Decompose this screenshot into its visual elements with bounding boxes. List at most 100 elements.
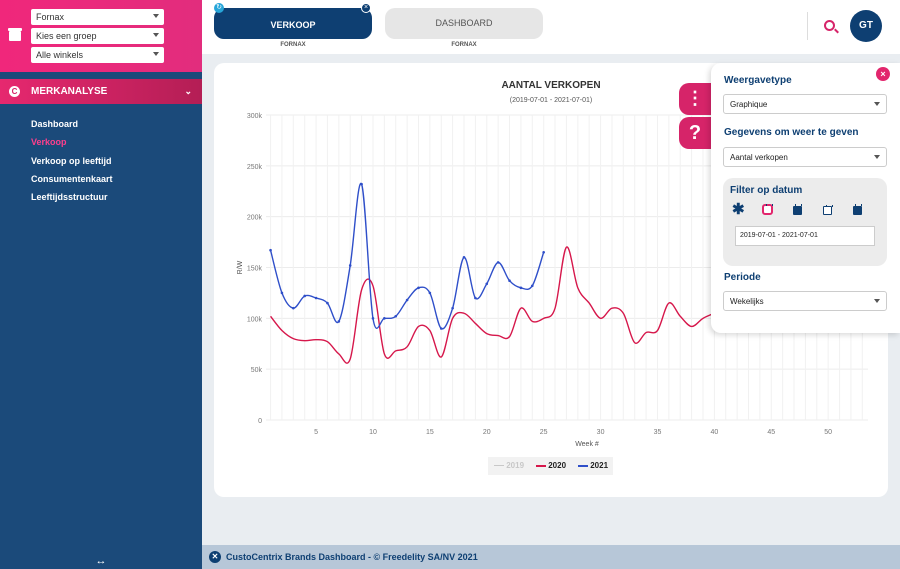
group-select-value: Kies een groep	[36, 31, 97, 41]
data-point-2021	[314, 296, 318, 300]
close-icon[interactable]: ×	[876, 67, 890, 81]
legend-2020[interactable]: 2020	[536, 461, 566, 470]
asterisk-icon[interactable]: ✱	[732, 201, 745, 218]
x-tick-label: 40	[710, 429, 718, 436]
legend-2021-label: 2021	[590, 461, 609, 470]
refresh-icon[interactable]: ↻	[214, 3, 224, 13]
data-point-2021	[451, 306, 454, 310]
sidebar-resize-handle[interactable]: ↔	[95, 555, 107, 567]
sidebar-item-consumentenkaart[interactable]: Consumentenkaart	[31, 174, 113, 184]
period-select[interactable]: Wekelijks	[723, 291, 887, 311]
custocentrix-logo-icon: ✕	[209, 551, 221, 563]
data-point-2021	[439, 327, 443, 330]
data-point-2021	[474, 296, 477, 300]
data-point-2021	[508, 279, 511, 283]
data-point-2021	[371, 317, 375, 320]
legend-2021[interactable]: 2021	[578, 461, 608, 470]
display-type-value: Graphique	[730, 100, 768, 109]
legend-2019[interactable]: 2019	[494, 461, 524, 470]
tab-verkoop-label: VERKOOP	[270, 20, 316, 30]
data-point-2021	[337, 320, 341, 323]
sidebar-item-verkoop[interactable]: Verkoop	[31, 137, 67, 147]
avatar[interactable]: GT	[850, 10, 882, 42]
footer: ✕ CustoCentrix Brands Dashboard - © Free…	[202, 545, 900, 569]
help-button[interactable]: ?	[679, 117, 711, 149]
data-point-2021	[303, 294, 306, 298]
calendar-day-icon[interactable]	[793, 204, 802, 215]
chevron-down-icon	[874, 299, 880, 303]
calendar-week-icon[interactable]	[823, 205, 833, 215]
period-value: Wekelijks	[730, 297, 764, 306]
tab-dashboard-label: DASHBOARD	[435, 18, 493, 28]
display-type-label: Weergavetype	[724, 75, 792, 86]
chart-legend: 2019 2020 2021	[488, 457, 613, 475]
brand-select-value: Fornax	[36, 12, 65, 22]
date-range-input[interactable]: 2019-07-01 - 2021-07-01	[735, 226, 875, 246]
period-label: Periode	[724, 272, 761, 283]
sidebar-item-verkoop-op-leeftijd[interactable]: Verkoop op leeftijd	[31, 156, 112, 166]
store-icon	[8, 28, 22, 41]
y-tick-label: 250k	[247, 164, 263, 171]
tab-dashboard[interactable]: DASHBOARD	[385, 8, 543, 39]
search-icon[interactable]	[824, 20, 835, 31]
x-tick-label: 10	[369, 429, 377, 436]
date-filter-box: Filter op datum ✱ 2019-07-01 - 2021-07-0…	[723, 178, 887, 266]
chevron-down-icon	[874, 155, 880, 159]
data-point-2021	[292, 306, 295, 310]
tab-verkoop-sub: FORNAX	[280, 42, 306, 48]
data-point-2021	[485, 282, 489, 286]
display-type-select[interactable]: Graphique	[723, 94, 887, 114]
x-tick-label: 45	[767, 429, 775, 436]
data-point-2021	[269, 248, 272, 252]
chevron-down-icon	[874, 102, 880, 106]
data-point-2021	[542, 250, 545, 254]
y-tick-label: 0	[258, 418, 262, 425]
topbar-divider	[807, 12, 808, 40]
footer-text: CustoCentrix Brands Dashboard - © Freede…	[226, 552, 478, 562]
x-axis-label: Week #	[575, 441, 599, 448]
data-point-2021	[405, 298, 409, 302]
calendar-month-icon[interactable]	[853, 204, 862, 215]
sidebar-item-dashboard[interactable]: Dashboard	[31, 119, 79, 129]
y-axis-label: R/W	[237, 260, 244, 274]
sidebar-filter-area: Fornax Kies een groep Alle winkels	[0, 0, 202, 72]
brand-select[interactable]: Fornax	[31, 9, 164, 25]
y-tick-label: 100k	[247, 316, 263, 323]
x-tick-label: 30	[597, 429, 605, 436]
data-point-2021	[326, 301, 329, 305]
chevron-down-icon: ⌄	[184, 86, 192, 96]
data-point-2021	[519, 286, 523, 290]
data-point-2021	[417, 286, 420, 290]
chevron-down-icon	[153, 52, 159, 56]
calendar-custom-icon[interactable]	[762, 204, 773, 215]
sidebar: Fornax Kies een groep Alle winkels C MER…	[0, 0, 202, 569]
store-select-value: Alle winkels	[36, 50, 84, 60]
y-tick-label: 50k	[251, 367, 263, 374]
merkanalyse-section-toggle[interactable]: C MERKANALYSE ⌄	[0, 79, 202, 104]
data-point-2021	[383, 317, 386, 320]
data-point-2021	[428, 291, 432, 295]
data-point-2021	[348, 264, 352, 267]
chart-title: AANTAL VERKOPEN	[501, 80, 601, 91]
store-select[interactable]: Alle winkels	[31, 47, 164, 63]
tab-verkoop[interactable]: VERKOOP	[214, 8, 372, 39]
data-point-2021	[462, 256, 466, 259]
brand-c-icon: C	[9, 86, 20, 97]
data-point-2021	[394, 315, 398, 318]
settings-panel: × Weergavetype Graphique Gegevens om wee…	[711, 63, 900, 333]
sidebar-item-leeftijdsstructuur[interactable]: Leeftijdsstructuur	[31, 192, 108, 202]
y-tick-label: 150k	[247, 266, 263, 273]
x-tick-label: 25	[540, 429, 548, 436]
x-tick-label: 20	[483, 429, 491, 436]
group-select[interactable]: Kies een groep	[31, 28, 164, 44]
tab-dashboard-sub: FORNAX	[451, 42, 477, 48]
x-tick-label: 5	[314, 429, 318, 436]
chevron-down-icon	[153, 33, 159, 37]
more-options-button[interactable]: ⋮	[679, 83, 711, 115]
top-bar: VERKOOP ↻ × FORNAX DASHBOARD FORNAX GT	[202, 0, 900, 54]
y-tick-label: 200k	[247, 215, 263, 222]
data-point-2021	[360, 182, 363, 186]
chart-subtitle: (2019-07-01 - 2021-07-01)	[509, 97, 593, 104]
data-select[interactable]: Aantal verkopen	[723, 147, 887, 167]
close-icon[interactable]: ×	[361, 3, 371, 13]
